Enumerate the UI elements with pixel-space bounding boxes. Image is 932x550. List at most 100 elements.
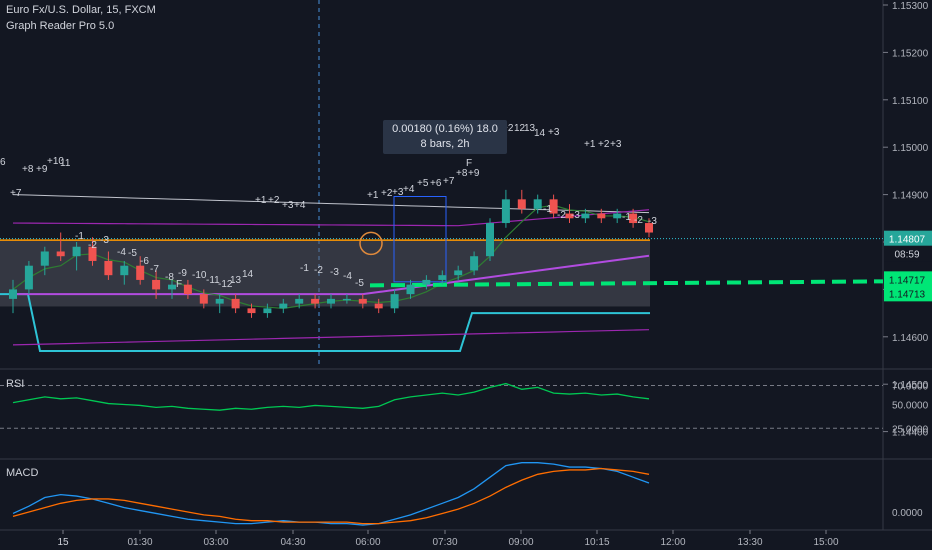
candle-body (422, 279, 431, 285)
measure-tooltip-line2: 8 bars, 2h (420, 138, 470, 150)
count-label: +1 (255, 195, 267, 206)
count-label: +3 (610, 139, 622, 150)
count-label: -4 (343, 271, 352, 282)
candle-body (104, 260, 113, 276)
count-label: +3 (392, 187, 404, 198)
countdown-tag-bg (884, 245, 932, 262)
candle-body (406, 284, 415, 295)
measure-rect (393, 195, 447, 283)
study-title: Graph Reader Pro 5.0 (6, 20, 115, 32)
candle-body (56, 251, 65, 257)
macd-signal-line (12, 467, 650, 525)
count-label: +3 (282, 200, 294, 211)
candle-body (136, 265, 145, 280)
count-label: +1 (584, 139, 596, 150)
count-label: +2 (598, 139, 610, 150)
count-label: -3 (571, 210, 580, 221)
count-label: 14 (534, 128, 546, 139)
count-label: +2 (502, 123, 514, 134)
count-label: -7 (150, 264, 159, 275)
count-label: -2 (557, 210, 566, 221)
count-label: 11 (60, 158, 71, 169)
count-label: -9 (178, 268, 187, 279)
measure-tooltip: 0.00180 (0.16%) 18.0 8 bars, 2h (383, 120, 507, 154)
candle-body (263, 308, 272, 314)
rsi-pane-label: RSI (6, 378, 25, 390)
count-label: +9 (36, 164, 48, 175)
last-price-tag: 1.14807 (889, 235, 926, 246)
candle-body (613, 213, 622, 219)
time-tick-label: 07:30 (432, 537, 457, 548)
rsi-line (12, 382, 650, 411)
count-label: -2 (314, 265, 323, 276)
count-label: +9 (468, 168, 480, 179)
count-label: -5 (355, 278, 364, 289)
price-tick-label: 1.15100 (892, 96, 929, 107)
price-tick-label: 1.14400 (892, 428, 929, 439)
count-label: -1 (300, 263, 309, 274)
rsi-level-label: 50.0000 (892, 401, 929, 412)
count-label: +1 (367, 190, 379, 201)
highlight-circle (359, 231, 383, 256)
zone-box (0, 240, 650, 307)
count-label: +3 (548, 127, 560, 138)
macd-line (12, 462, 650, 526)
count-label: F (176, 279, 182, 290)
macd-pane-label: MACD (6, 467, 39, 479)
candle-body (9, 289, 17, 299)
countdown-tag: 08:59 (894, 250, 919, 261)
count-label: -1 (543, 204, 552, 215)
candle-body (88, 246, 97, 261)
candle-body (501, 199, 510, 224)
count-label: -3 (330, 267, 339, 278)
count-label: -8 (165, 272, 174, 283)
last-price-tag-bg (884, 230, 932, 247)
candle-body (295, 298, 304, 304)
time-tick-label: 04:30 (280, 537, 305, 548)
candle-body (374, 303, 383, 309)
rsi-level-label: 70.0000 (892, 382, 929, 393)
rsi-level-label: 25.0000 (892, 424, 929, 435)
count-label: 6 (0, 157, 6, 168)
candle-body (120, 265, 129, 276)
count-label: +2 (381, 188, 393, 199)
count-label: -4 (117, 247, 126, 258)
level-b-tag-bg (884, 285, 932, 302)
time-tick-label: 15 (57, 537, 69, 548)
price-tick-label: 1.14600 (892, 333, 929, 344)
candle-body (199, 294, 208, 304)
count-label: -6 (140, 256, 149, 267)
candle-body (342, 298, 351, 301)
candle-body (454, 270, 463, 276)
count-label: -11 (206, 275, 220, 286)
count-label: -1 (622, 212, 631, 223)
upper-envelope (12, 209, 650, 227)
count-label: -3 (100, 235, 109, 246)
candle-body (438, 275, 447, 280)
count-label: +10 (47, 156, 64, 167)
candle-body (597, 213, 606, 219)
candle-body (215, 298, 224, 304)
candle-body (183, 284, 192, 295)
level-a-tag-bg (884, 271, 932, 288)
candle-body (279, 303, 288, 309)
candle-body (72, 246, 81, 257)
count-label: +7 (443, 176, 455, 187)
count-label: -2 (88, 240, 97, 251)
candle-body (40, 251, 49, 266)
candle-body (549, 199, 558, 214)
count-label: +4 (403, 184, 415, 195)
measure-tooltip-line1: 0.00180 (0.16%) 18.0 (392, 123, 498, 135)
candle-body (533, 199, 542, 209)
time-tick-label: 01:30 (127, 537, 152, 548)
candle-body (247, 308, 256, 314)
count-label: F (466, 158, 472, 169)
count-label: -2 (634, 215, 643, 226)
count-label: +4 (294, 200, 306, 211)
time-tick-label: 12:00 (660, 537, 685, 548)
candle-body (486, 223, 494, 257)
candle-body (152, 279, 161, 290)
count-label: -3 (648, 216, 657, 227)
candle-body (581, 213, 590, 219)
